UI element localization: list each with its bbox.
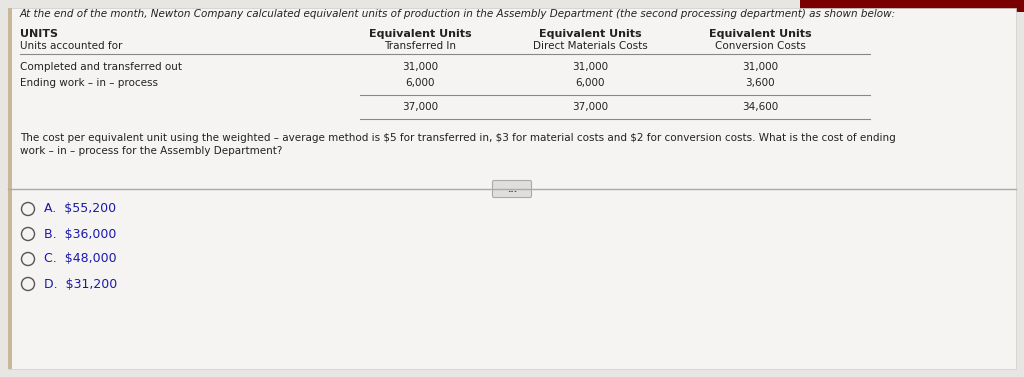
FancyBboxPatch shape — [493, 181, 531, 198]
Text: work – in – process for the Assembly Department?: work – in – process for the Assembly Dep… — [20, 146, 283, 156]
Text: 31,000: 31,000 — [402, 62, 438, 72]
Text: 34,600: 34,600 — [741, 102, 778, 112]
Text: Units accounted for: Units accounted for — [20, 41, 123, 51]
Text: Equivalent Units: Equivalent Units — [539, 29, 641, 39]
Text: Equivalent Units: Equivalent Units — [709, 29, 811, 39]
Text: 37,000: 37,000 — [402, 102, 438, 112]
Text: UNITS: UNITS — [20, 29, 58, 39]
Text: C.  $48,000: C. $48,000 — [44, 253, 117, 265]
Text: Completed and transferred out: Completed and transferred out — [20, 62, 182, 72]
Text: B.  $36,000: B. $36,000 — [44, 227, 117, 241]
Text: Direct Materials Costs: Direct Materials Costs — [532, 41, 647, 51]
Text: 31,000: 31,000 — [742, 62, 778, 72]
Text: 37,000: 37,000 — [572, 102, 608, 112]
Text: Equivalent Units: Equivalent Units — [369, 29, 471, 39]
Text: Transferred In: Transferred In — [384, 41, 456, 51]
Text: 31,000: 31,000 — [572, 62, 608, 72]
Text: Ending work – in – process: Ending work – in – process — [20, 78, 158, 88]
Text: Conversion Costs: Conversion Costs — [715, 41, 806, 51]
Text: At the end of the month, Newton Company calculated equivalent units of productio: At the end of the month, Newton Company … — [20, 9, 896, 19]
Text: 3,600: 3,600 — [745, 78, 775, 88]
Text: 6,000: 6,000 — [575, 78, 605, 88]
Text: A.  $55,200: A. $55,200 — [44, 202, 116, 216]
Text: ...: ... — [507, 184, 517, 193]
Bar — [800, 0, 1024, 12]
Bar — [8, 8, 12, 369]
Text: 6,000: 6,000 — [406, 78, 435, 88]
Text: D.  $31,200: D. $31,200 — [44, 277, 118, 291]
Text: The cost per equivalent unit using the weighted – average method is $5 for trans: The cost per equivalent unit using the w… — [20, 133, 896, 143]
